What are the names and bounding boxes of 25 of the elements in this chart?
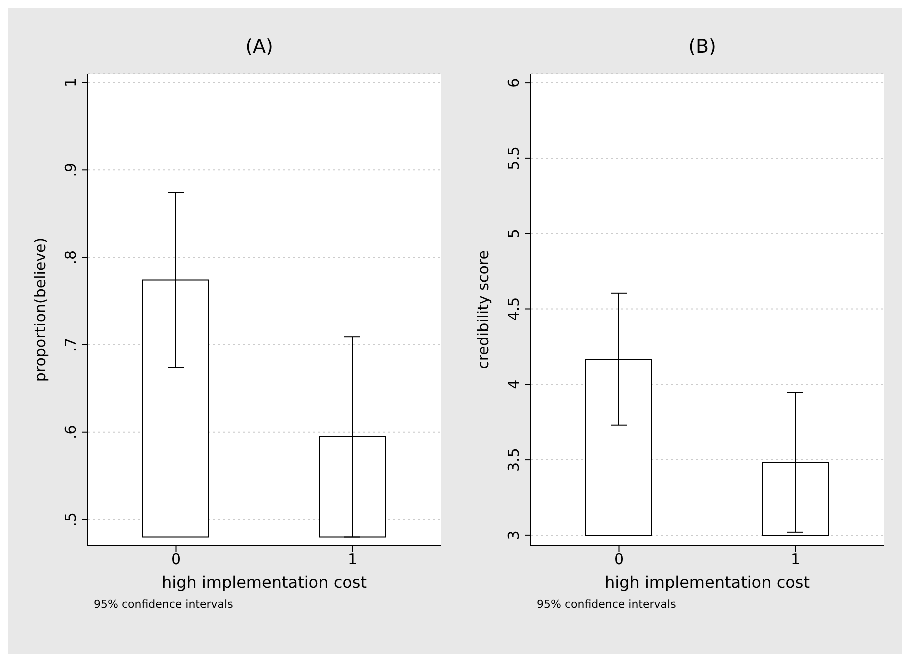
y-tick-label: 4.5 — [505, 297, 523, 322]
text: 95% confidence intervals — [93, 598, 234, 611]
y-tick-label: 3 — [505, 530, 523, 540]
x-tick-label: 0 — [614, 550, 624, 569]
y-tick-label: 5.5 — [505, 146, 523, 170]
y-tick-label: .6 — [62, 425, 80, 440]
y-tick-label: 4 — [505, 380, 523, 390]
y-tick-label: .7 — [62, 338, 80, 352]
y-tick-label: 5 — [505, 229, 523, 239]
text: 95% confidence intervals — [536, 598, 678, 611]
chart-title: (B) — [688, 35, 718, 60]
y-tick-label: .9 — [62, 162, 80, 178]
x-tick-label: 1 — [348, 550, 358, 569]
y-axis-title: credibility score — [474, 250, 492, 370]
y-axis-title: proportion(believe) — [31, 238, 50, 382]
x-tick-label: 0 — [171, 550, 182, 569]
y-tick-label: .8 — [62, 250, 80, 265]
x-tick-label: 1 — [790, 550, 801, 569]
y-tick-label: 1 — [62, 78, 80, 88]
x-axis-title: high implementation cost — [604, 573, 810, 592]
y-tick-label: 6 — [505, 78, 523, 88]
chart-title: (A) — [244, 35, 274, 60]
x-axis-title: high implementation cost — [162, 573, 368, 592]
y-tick-label: .5 — [62, 512, 80, 527]
y-tick-label: 3.5 — [505, 448, 523, 472]
